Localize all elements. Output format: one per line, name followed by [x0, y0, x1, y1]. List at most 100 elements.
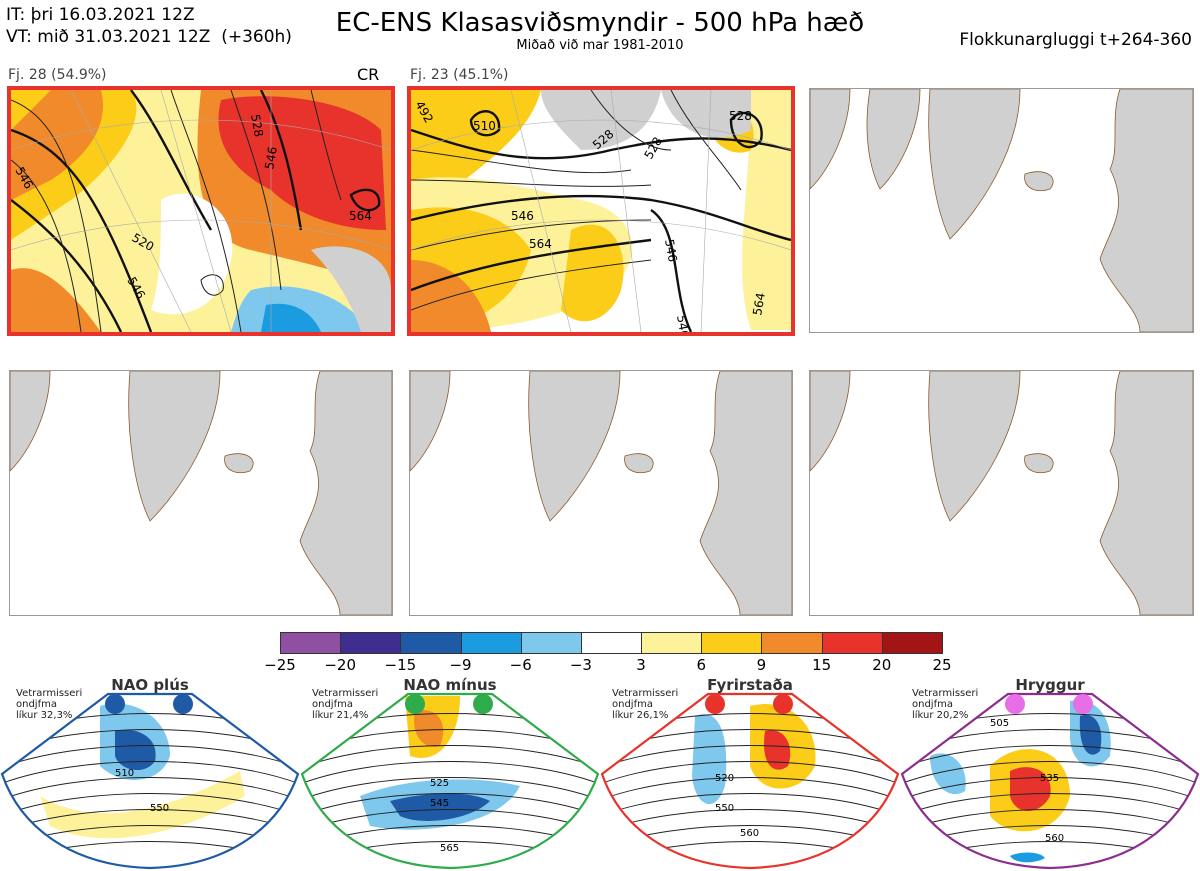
anomaly-shading [1010, 852, 1045, 863]
height-contour [2, 745, 298, 769]
contour-label: 505 [990, 718, 1009, 729]
regime-panel: 505 535 560 Hryggur Vetrarmisseri ondjfma líku… [900, 676, 1200, 871]
regime-sector-outline [900, 692, 1200, 870]
regime-sector-map: 510 550 [0, 692, 300, 870]
anomaly-shading [1079, 715, 1102, 755]
height-contour [902, 745, 1198, 769]
cluster-1-map[interactable]: 528 546 564 546 520 546 [7, 86, 395, 336]
regime-probability-note: Vetrarmisseri ondjfma líkur 21,4% [312, 688, 379, 721]
anomaly-shading [115, 729, 156, 771]
contour-label: 550 [150, 803, 169, 814]
contour-label: 535 [1040, 773, 1059, 784]
regime-sector-map: 525 545 565 [300, 692, 600, 870]
anomaly-shading [414, 710, 444, 747]
contour-label: 528 [729, 109, 752, 123]
colorbar-tick-label: −6 [509, 656, 532, 674]
regime-sector-outline [600, 692, 900, 870]
colorbar-cell [400, 632, 462, 654]
colorbar-cell [340, 632, 402, 654]
colorbar-cell [881, 632, 943, 654]
height-contour [902, 809, 1198, 833]
regime-marker-dot [773, 694, 793, 714]
colorbar-cell [761, 632, 823, 654]
cluster-2-label: Fj. 23 (45.1%) [410, 67, 509, 83]
contour-label: 545 [430, 798, 449, 809]
anomaly-shading [764, 730, 791, 770]
empty-cluster-map-6 [809, 370, 1194, 616]
height-contour [302, 745, 598, 769]
height-contour [602, 809, 898, 833]
contour-label: 520 [715, 773, 734, 784]
contour-label: 546 [662, 238, 680, 263]
height-contour [602, 745, 898, 769]
contour-label: 565 [440, 843, 459, 854]
height-contour [902, 777, 1198, 801]
colorbar-tick-label: 20 [872, 656, 892, 674]
init-time: IT: þri 16.03.2021 12Z [6, 5, 195, 25]
regime-title: Fyrirstaða [707, 676, 793, 694]
anomaly-shading [40, 771, 245, 839]
empty-cluster-map-3 [809, 88, 1194, 333]
contour-label: 550 [715, 803, 734, 814]
colorbar-tick-label: 9 [756, 656, 767, 674]
colorbar-cell [641, 632, 703, 654]
colorbar-cell [821, 632, 883, 654]
regime-marker-dot [473, 694, 493, 714]
regime-sector-outline [0, 692, 300, 870]
height-contour [602, 793, 898, 817]
regime-probability-note: Vetrarmisseri ondjfma líkur 26,1% [612, 688, 679, 721]
colorbar-tick-label: 15 [812, 656, 832, 674]
colorbar-cell [460, 632, 522, 654]
contour-label: 546 [511, 209, 534, 223]
contour-label: 510 [115, 768, 134, 779]
contour-label: 564 [529, 237, 552, 251]
contour-label: 560 [740, 828, 759, 839]
regime-marker-dot [705, 694, 725, 714]
colorbar-tick-label: −9 [449, 656, 472, 674]
colorbar-tick-label: −3 [569, 656, 592, 674]
height-contour [302, 777, 598, 801]
colorbar-cell [280, 632, 342, 654]
contour-label: 560 [1045, 833, 1064, 844]
anomaly-shading [692, 714, 727, 805]
anomaly-shading [930, 753, 966, 795]
regime-title: NAO plús [111, 676, 189, 694]
contour-label: 510 [473, 119, 496, 133]
regime-marker-dot [405, 694, 425, 714]
regime-sector-map: 505 535 560 [900, 692, 1200, 870]
regime-title: NAO mínus [403, 676, 497, 694]
height-contour [902, 793, 1198, 817]
height-contour [302, 809, 598, 833]
height-contour [302, 761, 598, 785]
colorbar-tick-label: 25 [932, 656, 952, 674]
height-contour [2, 841, 298, 865]
height-contour [902, 761, 1198, 785]
valid-time: VT: mið 31.03.2021 12Z (+360h) [6, 27, 292, 47]
cluster-1-label: Fj. 28 (54.9%) [8, 67, 107, 83]
classification-window: Flokkunargluggi t+264-360 [959, 30, 1192, 50]
regime-row: 510 550 NAO plús Vetrarmisseri ondjfma líkur … [0, 676, 1200, 871]
contour-label: 525 [430, 778, 449, 789]
cluster-2-map[interactable]: 492 510 528 546 528 564 546 546 564 528 [407, 86, 795, 336]
cluster-1-tag: CR [357, 65, 380, 84]
contour-label: 564 [349, 209, 372, 223]
colorbar-tick-label: −20 [324, 656, 356, 674]
regime-probability-note: Vetrarmisseri ondjfma líkur 32,3% [16, 688, 83, 721]
height-contour [602, 761, 898, 785]
empty-cluster-map-5 [409, 370, 793, 616]
colorbar-tick-label: 3 [636, 656, 646, 674]
height-contour [2, 793, 298, 817]
colorbar-tick-label: 6 [696, 656, 707, 674]
colorbar-cell [580, 632, 643, 654]
height-contour [902, 841, 1198, 865]
regime-marker-dot [105, 694, 125, 714]
regime-probability-note: Vetrarmisseri ondjfma líkur 20,2% [912, 688, 979, 721]
header-info: IT: þri 16.03.2021 12Z VT: mið 31.03.202… [6, 4, 292, 48]
anomaly-shading [390, 793, 490, 821]
contour-label: 564 [750, 292, 768, 317]
contour-label: 546 [262, 146, 280, 171]
empty-cluster-map-4 [9, 370, 393, 616]
regime-panel: 520 550 560 Fyrirstaða Vetrarmisseri ondjfma l… [600, 676, 900, 871]
regime-panel: 525 545 565 NAO mínus Vetrarmisseri ondjfma lí… [300, 676, 600, 871]
height-contour [2, 777, 298, 801]
